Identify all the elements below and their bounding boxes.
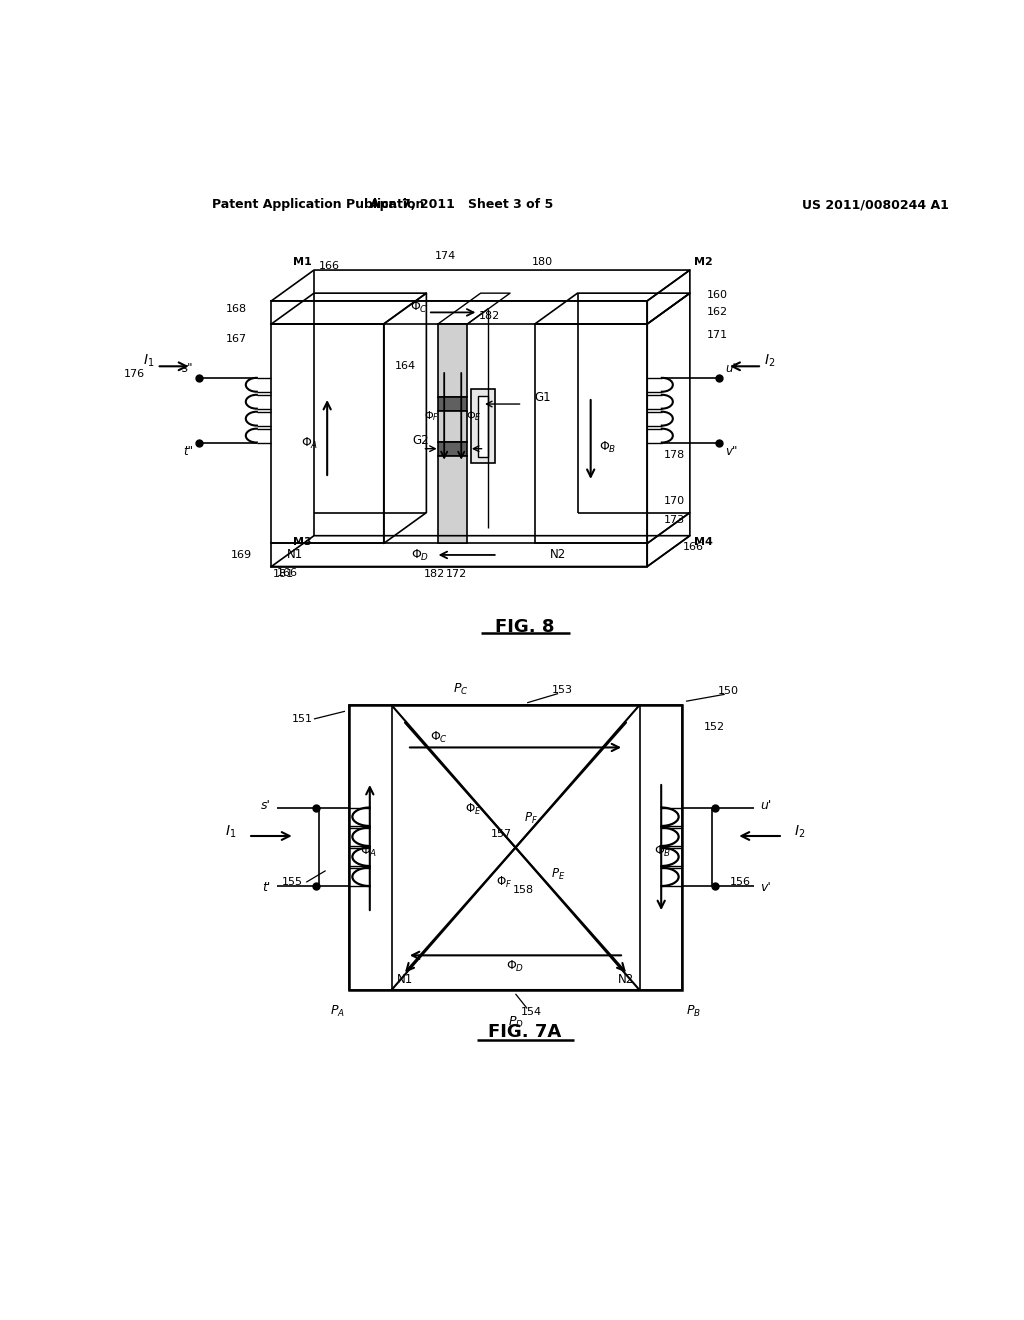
Text: 182: 182 [479,312,501,321]
Text: $P_E$: $P_E$ [551,867,565,882]
Text: FIG. 7A: FIG. 7A [488,1023,561,1041]
Text: M3: M3 [293,537,311,546]
Text: $\Phi_B$: $\Phi_B$ [654,843,672,859]
Text: 151: 151 [292,714,313,723]
Text: t': t' [262,880,270,894]
Text: 153: 153 [552,685,572,694]
Text: $\Phi_E$: $\Phi_E$ [466,409,481,424]
Text: $\Phi_C$: $\Phi_C$ [410,300,428,315]
Text: s": s" [181,362,194,375]
Text: Apr. 7, 2011   Sheet 3 of 5: Apr. 7, 2011 Sheet 3 of 5 [370,198,553,211]
Text: 152: 152 [703,722,725,731]
Text: 150: 150 [718,686,739,696]
Text: $\Phi_D$: $\Phi_D$ [506,960,524,974]
Bar [438,455,467,544]
Text: Patent Application Publication: Patent Application Publication [212,198,424,211]
Text: 167: 167 [225,334,247,345]
Text: u': u' [761,800,772,813]
Bar [640,705,682,990]
Text: $I_1$: $I_1$ [143,352,155,370]
Text: v': v' [761,880,771,894]
Text: $P_C$: $P_C$ [454,682,469,697]
Text: N2: N2 [617,973,634,986]
Bar [271,301,647,323]
Text: 170: 170 [665,496,685,506]
Text: 154: 154 [520,1007,542,1016]
Text: $\Phi_F$: $\Phi_F$ [424,409,439,424]
Text: 166: 166 [276,568,297,578]
Bar [349,705,682,990]
Text: 181: 181 [272,569,294,579]
Text: 182: 182 [424,569,444,579]
Text: $\Phi_E$: $\Phi_E$ [465,801,481,817]
Text: 180: 180 [532,257,553,268]
Text: $\Phi_D$: $\Phi_D$ [411,548,429,562]
Text: 156: 156 [730,878,752,887]
Text: M2: M2 [694,257,713,268]
Text: 160: 160 [707,289,728,300]
Text: $\Phi_F$: $\Phi_F$ [496,875,512,890]
Text: $I_2$: $I_2$ [764,352,775,370]
Bar [535,323,647,544]
Bar [438,411,467,442]
Text: 155: 155 [282,878,302,887]
Text: N1: N1 [287,548,303,561]
Bar [349,705,391,990]
Text: 166: 166 [319,261,340,271]
Text: s': s' [261,800,270,813]
Bar [477,396,488,457]
Text: G1: G1 [535,391,551,404]
Text: t": t" [183,445,194,458]
Bar [438,397,467,411]
Text: 173: 173 [665,515,685,525]
Text: N2: N2 [550,548,566,561]
Text: US 2011/0080244 A1: US 2011/0080244 A1 [802,198,949,211]
Bar [438,442,467,455]
Text: 169: 169 [230,550,252,560]
Text: $\Phi_A$: $\Phi_A$ [359,843,377,859]
Text: u": u" [726,362,738,375]
Text: 178: 178 [665,450,685,459]
Text: 176: 176 [124,370,145,379]
Text: $P_F$: $P_F$ [524,810,538,826]
Text: $\Phi_C$: $\Phi_C$ [430,730,449,744]
Bar [471,389,495,463]
Text: $I_2$: $I_2$ [795,824,806,841]
Text: 171: 171 [707,330,728,341]
Text: M4: M4 [694,537,714,546]
Text: $P_B$: $P_B$ [686,1005,701,1019]
Text: 164: 164 [395,362,417,371]
Text: 162: 162 [707,308,728,317]
Text: 172: 172 [446,569,467,579]
Text: 166: 166 [683,543,705,552]
Text: $P_A$: $P_A$ [330,1005,345,1019]
Bar [271,544,647,566]
Text: $\Phi_B$: $\Phi_B$ [599,440,616,454]
Text: $I_1$: $I_1$ [225,824,237,841]
Text: FIG. 8: FIG. 8 [495,618,555,635]
Text: 158: 158 [513,884,534,895]
Text: v": v" [726,445,738,458]
Text: $\Phi_A$: $\Phi_A$ [301,436,318,451]
Text: 157: 157 [490,829,512,838]
Text: M1: M1 [293,257,311,268]
Bar [438,323,467,397]
Text: N1: N1 [397,973,414,986]
Text: 168: 168 [225,304,247,314]
Bar [271,323,384,544]
Text: 174: 174 [435,251,457,261]
Text: G2: G2 [413,434,429,447]
Text: $P_D$: $P_D$ [508,1015,523,1030]
